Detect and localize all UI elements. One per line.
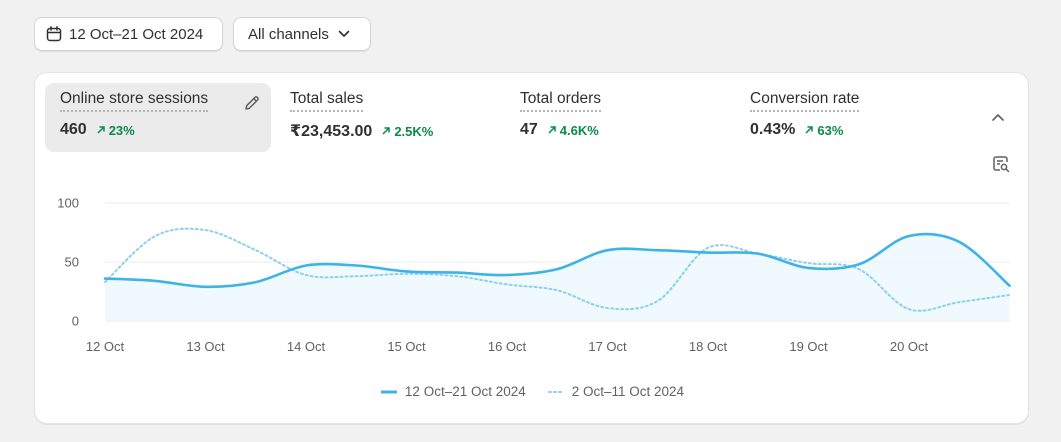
pencil-icon[interactable]	[243, 94, 261, 117]
arrow-up-right-icon	[97, 126, 105, 134]
metric-change: 2.5K%	[382, 124, 433, 139]
sessions-line-chart: 0 50 100 12 Oct 13 Oct 14 Oct 15 Oct 16 Oct 17 O…	[57, 196, 1011, 354]
x-tick-label: 18 Oct	[689, 339, 728, 354]
chevron-up-icon[interactable]	[991, 109, 1005, 127]
legend-item-comparison[interactable]: 2 Oct–11 Oct 2024	[547, 384, 685, 399]
metric-change-value: 63%	[817, 122, 844, 138]
channel-filter-button[interactable]: All channels	[233, 17, 371, 51]
metric-value: 47	[520, 121, 538, 138]
metric-change-value: 4.6K%	[559, 122, 599, 138]
series-line-current	[103, 232, 1011, 289]
metric-change-value: 2.5K%	[394, 123, 434, 139]
channel-filter-label: All channels	[248, 25, 329, 43]
arrow-up-right-icon	[382, 127, 391, 135]
series-line-comparison	[104, 227, 1011, 312]
calendar-icon	[46, 26, 62, 42]
chart-legend: 12 Oct–21 Oct 2024 2 Oct–11 Oct 2024	[35, 384, 1030, 399]
series-area-fill	[105, 234, 1010, 321]
metric-tab-online-store-sessions[interactable]: Online store sessions 460 23%	[45, 83, 271, 152]
metric-value: 0.43%	[750, 121, 796, 138]
x-tick-label: 13 Oct	[186, 339, 225, 354]
legend-label: 2 Oct–11 Oct 2024	[571, 384, 685, 399]
metric-change: 4.6K%	[548, 123, 599, 138]
metric-value: 460	[60, 121, 87, 138]
x-tick-label: 12 Oct	[86, 339, 125, 354]
y-tick-label: 100	[57, 196, 79, 211]
chevron-down-icon	[338, 30, 350, 38]
report-search-icon[interactable]	[992, 155, 1010, 178]
metric-tab-total-orders[interactable]: Total orders 47 4.6K%	[505, 83, 725, 152]
x-tick-label: 15 Oct	[387, 339, 426, 354]
date-range-label: 12 Oct–21 Oct 2024	[69, 25, 204, 43]
arrow-up-right-icon	[548, 126, 556, 134]
y-tick-label: 50	[65, 255, 79, 270]
metric-change: 63%	[805, 123, 843, 138]
legend-item-current[interactable]: 12 Oct–21 Oct 2024	[380, 384, 526, 399]
metric-change: 23%	[97, 123, 135, 138]
metric-title: Online store sessions	[60, 90, 209, 112]
x-tick-label: 19 Oct	[789, 339, 828, 354]
legend-label: 12 Oct–21 Oct 2024	[404, 384, 526, 399]
x-tick-label: 20 Oct	[890, 339, 929, 354]
metric-title: Total sales	[290, 90, 364, 112]
date-range-button[interactable]: 12 Oct–21 Oct 2024	[34, 17, 223, 51]
arrow-up-right-icon	[805, 126, 814, 134]
x-tick-label: 14 Oct	[287, 339, 326, 354]
x-tick-label: 17 Oct	[588, 339, 627, 354]
x-tick-label: 16 Oct	[488, 339, 527, 354]
metric-tab-total-sales[interactable]: Total sales ₹23,453.00 2.5K%	[275, 83, 495, 152]
metric-title: Total orders	[520, 90, 601, 112]
metric-tab-conversion-rate[interactable]: Conversion rate 0.43% 63%	[735, 83, 955, 152]
metric-title: Conversion rate	[750, 90, 860, 112]
y-tick-label: 0	[72, 314, 79, 329]
sessions-analytics-card: Online store sessions 460 23% Total sale…	[34, 72, 1029, 424]
metric-value: ₹23,453.00	[290, 123, 373, 140]
metric-change-value: 23%	[108, 122, 135, 138]
